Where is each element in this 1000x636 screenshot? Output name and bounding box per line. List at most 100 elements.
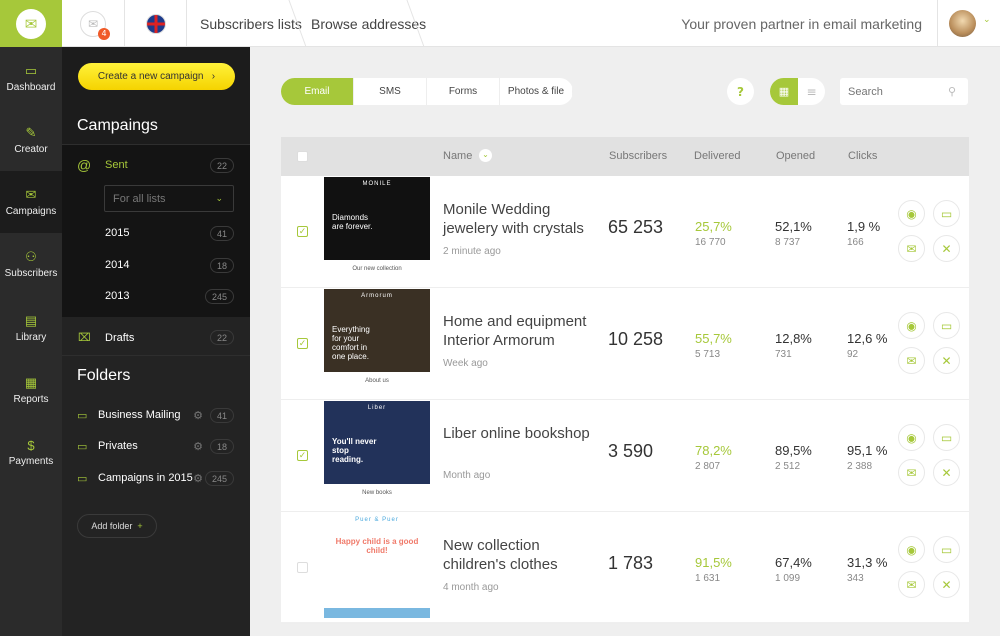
- move-to-folder-button[interactable]: ▭: [933, 536, 960, 563]
- rail-label: Library: [15, 332, 47, 343]
- campaign-name[interactable]: Liber online bookshop: [443, 425, 590, 442]
- breadcrumb-subscribers-lists[interactable]: Subscribers lists: [200, 15, 302, 32]
- rail-item-library[interactable]: ▤ Library: [0, 297, 62, 359]
- tab-sms[interactable]: SMS: [354, 78, 427, 105]
- close-icon: ✕: [941, 353, 952, 368]
- row-checkbox[interactable]: ✓: [297, 338, 308, 349]
- rail-item-reports[interactable]: ▦ Reports: [0, 359, 62, 421]
- preview-button[interactable]: ◉: [898, 312, 925, 339]
- delete-button[interactable]: ✕: [933, 571, 960, 598]
- year-item[interactable]: 2013 245: [62, 281, 250, 311]
- grid-view-icon[interactable]: ▦: [770, 78, 798, 105]
- campaign-name[interactable]: New collection children's clothes: [443, 537, 558, 573]
- create-campaign-button[interactable]: Create a new campaign ›: [78, 63, 235, 90]
- search-input[interactable]: [848, 85, 948, 98]
- campaigns-title: Campaings: [77, 117, 158, 134]
- envelope-icon: ✉: [25, 187, 37, 202]
- column-name[interactable]: Name: [443, 150, 473, 162]
- year-label: 2013: [105, 290, 130, 302]
- rail-label: Dashboard: [6, 82, 56, 93]
- year-item[interactable]: 2014 18: [62, 250, 250, 280]
- search-field[interactable]: ⚲: [840, 78, 968, 105]
- chevron-down-icon[interactable]: ⌄: [983, 15, 991, 25]
- row-checkbox[interactable]: ✓: [297, 226, 308, 237]
- rail-item-payments[interactable]: $ Payments: [0, 421, 62, 483]
- delete-button[interactable]: ✕: [933, 347, 960, 374]
- send-button[interactable]: ✉: [898, 235, 925, 262]
- table-row[interactable]: ✓ Armorum Everything for your comfort in…: [281, 288, 969, 400]
- gear-icon[interactable]: ⚙: [193, 409, 203, 422]
- row-checkbox[interactable]: [297, 562, 308, 573]
- channel-tabs: Email SMS Forms Photos & file: [281, 78, 573, 105]
- list-filter-select[interactable]: For all lists ⌄: [104, 185, 234, 212]
- thumb-brand: Puer & Puer: [355, 517, 399, 523]
- send-button[interactable]: ✉: [898, 571, 925, 598]
- delete-button[interactable]: ✕: [933, 459, 960, 486]
- sent-item[interactable]: @ Sent 22: [62, 150, 250, 180]
- delete-button[interactable]: ✕: [933, 235, 960, 262]
- sent-count: 22: [209, 158, 234, 173]
- campaign-thumbnail[interactable]: Armorum Everything for your comfort in o…: [324, 289, 430, 394]
- rail-label: Reports: [13, 394, 49, 405]
- rail-item-subscribers[interactable]: ⚇ Subscribers: [0, 233, 62, 295]
- send-button[interactable]: ✉: [898, 459, 925, 486]
- language-button[interactable]: [125, 0, 187, 47]
- preview-button[interactable]: ◉: [898, 536, 925, 563]
- tab-forms[interactable]: Forms: [427, 78, 500, 105]
- list-view-icon[interactable]: ≡: [806, 84, 817, 99]
- preview-button[interactable]: ◉: [898, 200, 925, 227]
- avatar[interactable]: [949, 10, 976, 37]
- delivered-percent: 55,7%: [695, 331, 732, 346]
- row-checkbox[interactable]: ✓: [297, 450, 308, 461]
- gear-icon[interactable]: ⚙: [193, 440, 203, 453]
- pencil-icon: ✎: [25, 125, 37, 140]
- sort-chevron-icon[interactable]: ⌄: [479, 149, 492, 162]
- search-icon[interactable]: ⚲: [948, 85, 957, 98]
- add-folder-button[interactable]: Add folder +: [77, 514, 157, 538]
- eye-icon: ◉: [906, 542, 917, 557]
- thumb-footer: [324, 608, 430, 618]
- close-icon: ✕: [941, 577, 952, 592]
- year-item[interactable]: 2015 41: [62, 218, 250, 248]
- move-to-folder-button[interactable]: ▭: [933, 424, 960, 451]
- breadcrumb-browse-addresses[interactable]: Browse addresses: [311, 15, 427, 32]
- campaign-thumbnail[interactable]: Puer & Puer Happy child is a good child!: [324, 513, 430, 618]
- campaigns-panel: Create a new campaign › Campaings @ Sent 2…: [62, 47, 250, 636]
- column-clicks[interactable]: Clicks: [848, 150, 878, 162]
- opened-count: 731: [775, 349, 792, 360]
- tab-email[interactable]: Email: [281, 78, 354, 105]
- thumb-headline: Diamonds are forever.: [332, 213, 373, 231]
- folder-item[interactable]: ▭ Privates ⚙ 18: [62, 431, 250, 461]
- campaign-name[interactable]: Monile Wedding jewelery with crystals: [443, 201, 584, 237]
- preview-button[interactable]: ◉: [898, 424, 925, 451]
- folder-icon: ▭: [77, 440, 88, 453]
- campaign-thumbnail[interactable]: MONILE Diamonds are forever. Our new col…: [324, 177, 430, 282]
- select-all-checkbox[interactable]: [297, 151, 308, 162]
- drafts-item[interactable]: ⌧ Drafts 22: [62, 320, 250, 356]
- rail-item-creator[interactable]: ✎ Creator: [0, 109, 62, 171]
- campaign-thumbnail[interactable]: Liber You'll never stop reading. New boo…: [324, 401, 430, 506]
- delivered-percent: 25,7%: [695, 219, 732, 234]
- help-button[interactable]: ?: [727, 78, 754, 105]
- column-opened[interactable]: Opened: [776, 150, 816, 162]
- table-row[interactable]: ✓ MONILE Diamonds are forever. Our new c…: [281, 176, 969, 288]
- monitor-icon: ▭: [24, 63, 38, 78]
- move-to-folder-button[interactable]: ▭: [933, 200, 960, 227]
- table-row[interactable]: Puer & Puer Happy child is a good child!…: [281, 512, 969, 624]
- logo[interactable]: ✉: [0, 0, 62, 47]
- rail-item-campaigns[interactable]: ✉ Campaigns: [0, 171, 62, 233]
- folder-icon: ▭: [940, 430, 953, 445]
- table-row[interactable]: ✓ Liber You'll never stop reading. New b…: [281, 400, 969, 512]
- folder-item[interactable]: ▭ Campaigns in 2015 ⚙ 245: [62, 463, 250, 493]
- envelope-icon: ✉: [906, 353, 917, 368]
- gear-icon[interactable]: ⚙: [193, 472, 203, 485]
- campaign-name[interactable]: Home and equipment Interior Armorum: [443, 313, 587, 349]
- messages-button[interactable]: ✉ 4: [62, 0, 125, 47]
- folder-item[interactable]: ▭ Business Mailing ⚙ 41: [62, 400, 250, 430]
- move-to-folder-button[interactable]: ▭: [933, 312, 960, 339]
- column-delivered[interactable]: Delivered: [694, 150, 741, 162]
- send-button[interactable]: ✉: [898, 347, 925, 374]
- column-subscribers[interactable]: Subscribers: [609, 150, 668, 162]
- tab-photos-file[interactable]: Photos & file: [500, 78, 573, 105]
- rail-item-dashboard[interactable]: ▭ Dashboard: [0, 47, 62, 109]
